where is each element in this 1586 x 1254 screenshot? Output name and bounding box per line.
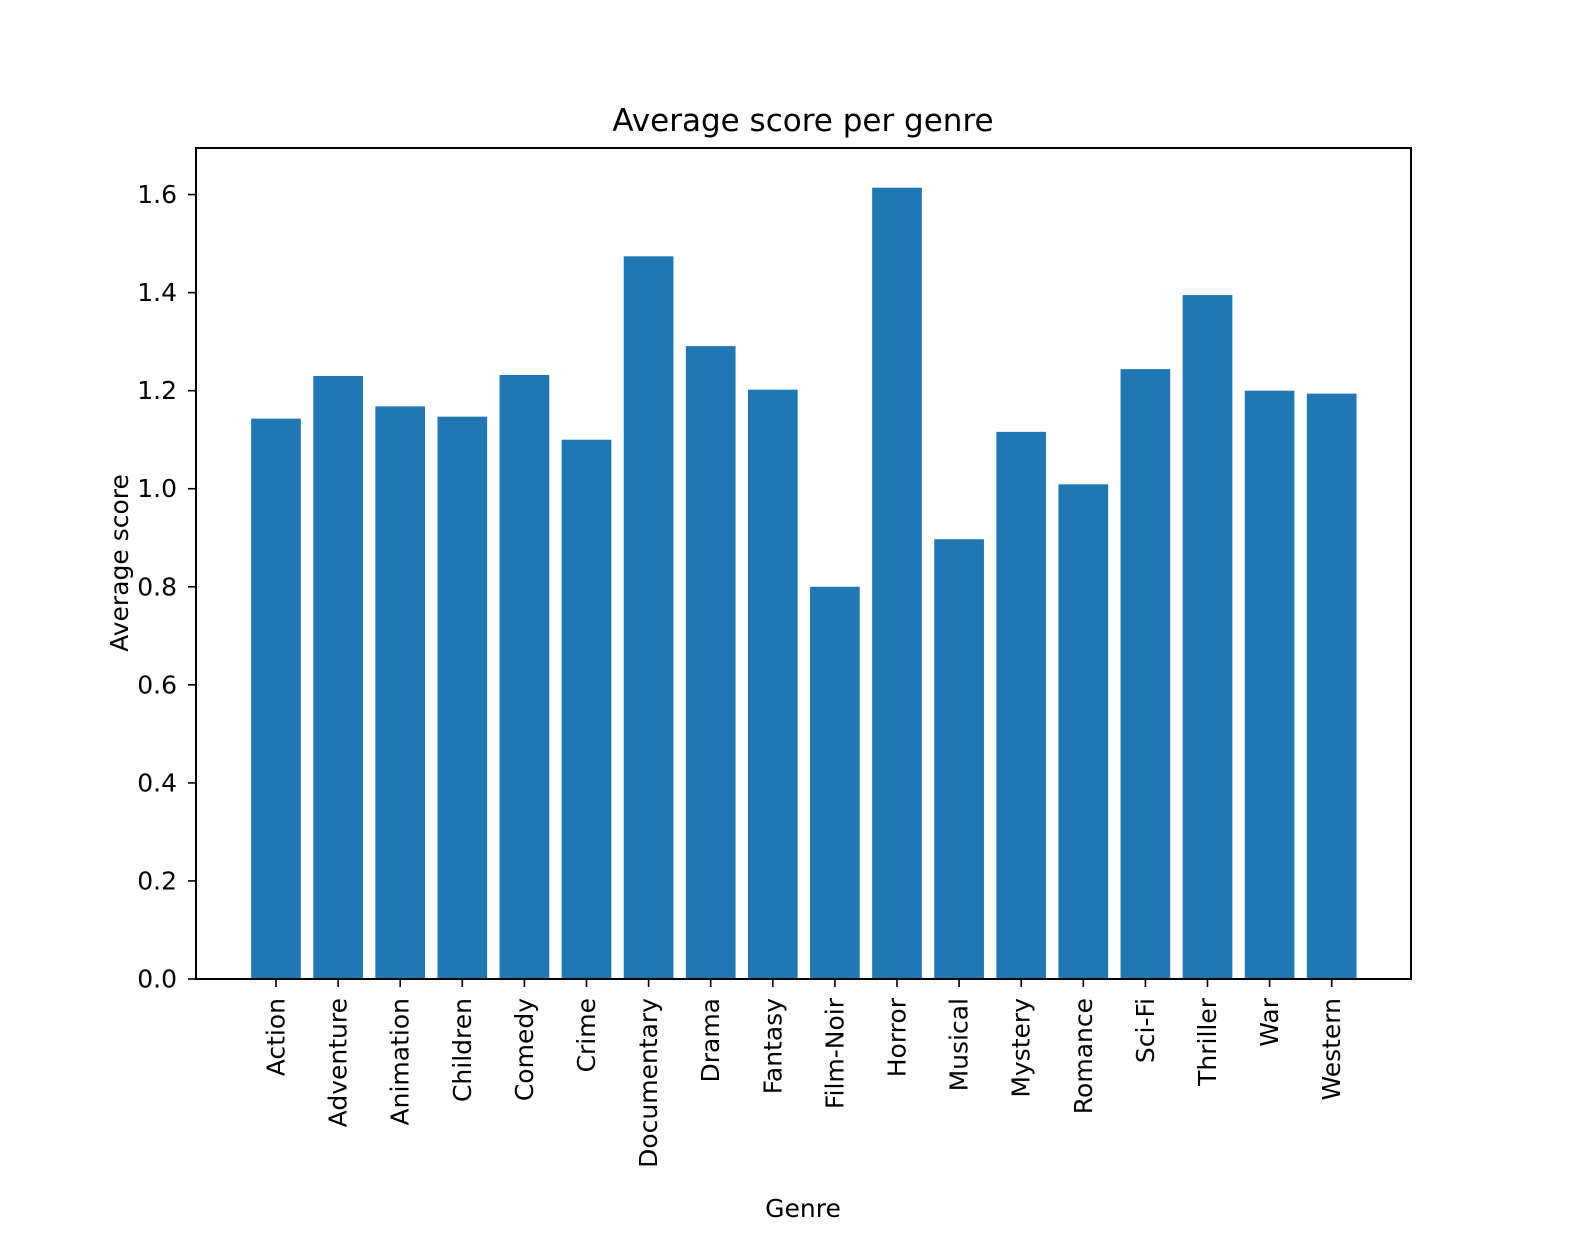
x-tick-label: Romance: [1069, 998, 1098, 1114]
bar-documentary: [623, 256, 674, 980]
bar-fantasy: [747, 389, 798, 979]
y-tick-label: 0.0: [137, 965, 177, 994]
x-tick-label: Western: [1317, 998, 1346, 1101]
y-axis-title: Average score: [105, 474, 134, 652]
bar-war: [1244, 390, 1295, 979]
bar-romance: [1058, 484, 1109, 979]
bars-layer: [251, 187, 1357, 980]
bar-mystery: [996, 431, 1047, 979]
x-tick-label: Comedy: [510, 998, 539, 1101]
bar-crime: [561, 439, 612, 980]
x-tick-label: Action: [262, 998, 291, 1076]
bar-sci-fi: [1120, 369, 1171, 979]
y-tick-label: 1.6: [137, 180, 177, 209]
x-tick-label: Film-Noir: [820, 997, 849, 1109]
x-tick-label: Children: [448, 998, 477, 1102]
bar-film-noir: [810, 586, 860, 979]
x-axis-title: Genre: [765, 1194, 841, 1223]
y-tick-label: 0.6: [137, 670, 177, 699]
bar-children: [437, 416, 488, 979]
bar-comedy: [499, 374, 550, 979]
x-tick-label: Drama: [696, 998, 725, 1083]
y-tick-label: 0.2: [137, 866, 177, 895]
bar-horror: [872, 187, 922, 979]
y-tick-label: 0.8: [137, 572, 177, 601]
x-tick-label: Musical: [945, 998, 974, 1091]
chart-title: Average score per genre: [612, 103, 993, 139]
x-tick-label: War: [1255, 997, 1284, 1046]
x-tick-label: Documentary: [634, 998, 663, 1168]
y-axis: 0.0 0.2 0.4 0.6 0.8 1.0 1.2 1.4 1.6: [137, 180, 196, 994]
y-tick-label: 1.0: [137, 474, 177, 503]
x-tick-label: Fantasy: [758, 998, 787, 1094]
x-axis: Action Adventure Animation Children Comedy Cr…: [262, 979, 1346, 1168]
x-tick-label: Animation: [386, 998, 415, 1125]
bar-thriller: [1182, 295, 1233, 980]
x-tick-label: Thriller: [1193, 997, 1222, 1087]
y-tick-label: 0.4: [137, 768, 177, 797]
x-tick-label: Sci-Fi: [1131, 998, 1160, 1063]
x-tick-label: Horror: [883, 997, 912, 1077]
x-tick-label: Adventure: [324, 998, 353, 1127]
bar-animation: [375, 406, 426, 979]
x-tick-label: Crime: [572, 998, 601, 1072]
plot-frame: [195, 147, 1412, 980]
bar-adventure: [313, 375, 363, 980]
bar-action: [251, 418, 301, 979]
bar-musical: [934, 539, 984, 979]
bar-western: [1306, 393, 1357, 979]
x-tick-label: Mystery: [1007, 998, 1036, 1098]
y-tick-label: 1.2: [137, 376, 177, 405]
bar-drama: [685, 346, 736, 979]
y-tick-label: 1.4: [137, 278, 177, 307]
